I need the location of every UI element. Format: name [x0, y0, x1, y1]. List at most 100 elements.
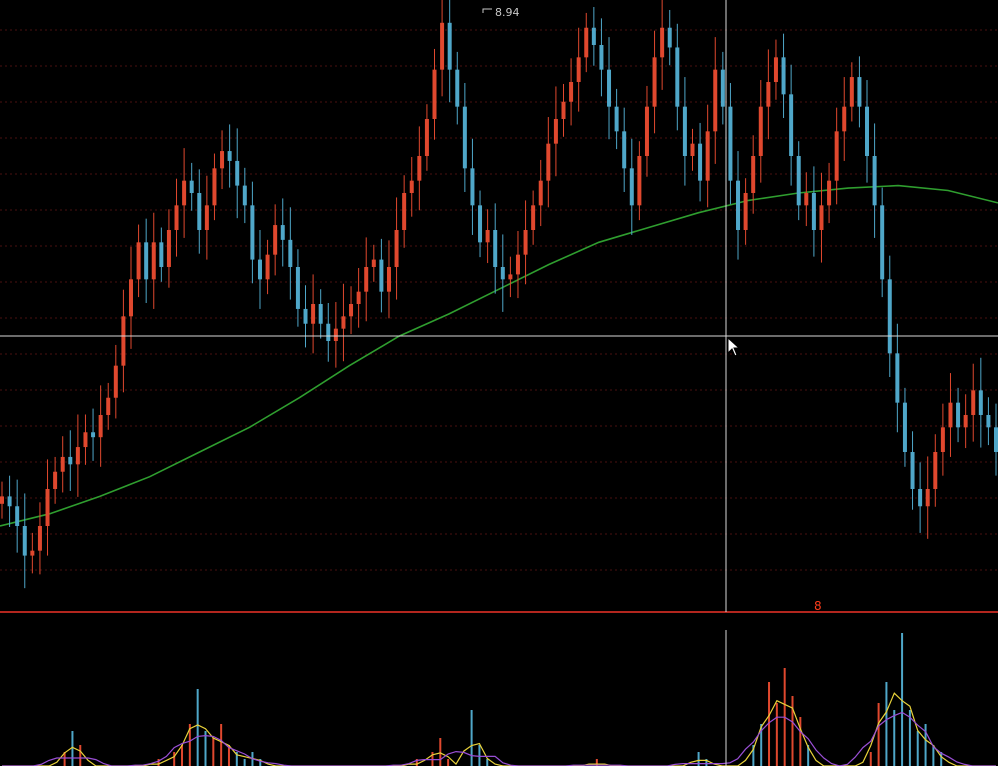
candle-up	[356, 291, 361, 304]
horizontal-gridlines	[0, 29, 998, 571]
volume-series-label: 8	[814, 599, 822, 613]
candle-up	[98, 415, 103, 438]
candle-up	[341, 316, 346, 329]
candle-up	[849, 77, 854, 107]
moving-average-line	[0, 184, 998, 527]
candle-down	[789, 94, 794, 156]
candle-up	[220, 151, 225, 169]
candle-up	[819, 205, 824, 230]
candle-down	[462, 106, 467, 169]
candle-up	[940, 427, 945, 452]
candle-down	[994, 427, 998, 452]
candle-up	[690, 143, 695, 156]
candle-down	[736, 180, 741, 230]
candle-up	[508, 274, 513, 280]
high-marker-tick	[482, 8, 492, 13]
candle-up	[83, 432, 88, 448]
candle-down	[22, 526, 27, 556]
candle-down	[796, 156, 801, 206]
candle-down	[447, 22, 452, 70]
candle-down	[918, 489, 923, 507]
candle-up	[364, 267, 369, 292]
candle-down	[318, 304, 323, 324]
candle-up	[37, 526, 42, 551]
candle-down	[895, 353, 900, 403]
candle-down	[15, 506, 20, 526]
candle-up	[637, 156, 642, 206]
candle-down	[857, 77, 862, 107]
candle-up	[409, 180, 414, 193]
candle-down	[288, 239, 293, 267]
candle-down	[159, 242, 164, 267]
candle-down	[675, 47, 680, 107]
candle-down	[478, 205, 483, 243]
candle-down	[7, 496, 12, 507]
candle-up	[53, 471, 58, 489]
candle-up	[113, 365, 118, 398]
candle-down	[614, 106, 619, 132]
candle-up	[417, 156, 422, 181]
price-candles	[0, 0, 998, 589]
candle-up	[553, 119, 558, 144]
candle-up	[561, 101, 566, 119]
candle-up	[971, 390, 976, 415]
candle-down	[956, 402, 961, 428]
high-price-marker: 8.94	[482, 6, 520, 19]
candle-up	[349, 304, 354, 317]
high-price-label: 8.94	[495, 6, 520, 19]
candle-up	[311, 304, 316, 324]
candle-down	[235, 160, 240, 186]
candle-up	[569, 82, 574, 102]
candle-up	[182, 180, 187, 206]
candle-up	[713, 69, 718, 132]
candle-down	[902, 402, 907, 452]
candle-up	[743, 193, 748, 230]
candle-down	[242, 185, 247, 206]
volume-ma-slow	[2, 711, 996, 766]
candle-up	[128, 279, 133, 317]
candle-up	[515, 254, 520, 275]
candle-up	[705, 131, 710, 181]
candle-up	[432, 69, 437, 119]
candle-up	[121, 316, 126, 366]
candle-up	[424, 119, 429, 156]
candle-down	[887, 279, 892, 354]
candle-down	[470, 168, 475, 206]
candle-up	[60, 456, 65, 472]
candle-down	[280, 225, 285, 240]
candle-down	[865, 106, 870, 156]
candle-down	[227, 151, 232, 161]
candle-down	[326, 323, 331, 341]
candle-up	[546, 143, 551, 181]
candle-up	[834, 131, 839, 181]
candle-down	[591, 27, 596, 45]
candle-down	[144, 242, 149, 280]
candle-down	[493, 230, 498, 267]
candle-up	[333, 328, 338, 341]
candle-up	[842, 106, 847, 132]
candle-up	[933, 452, 938, 489]
candle-up	[151, 242, 156, 280]
candle-down	[197, 193, 202, 230]
candle-up	[652, 57, 657, 107]
candle-down	[189, 180, 194, 193]
candle-up	[644, 106, 649, 156]
candle-up	[265, 254, 270, 280]
candle-up	[45, 489, 50, 526]
candle-down	[872, 156, 877, 206]
candle-up	[804, 193, 809, 206]
candle-up	[751, 156, 756, 193]
candle-down	[781, 57, 786, 95]
candle-down	[978, 390, 983, 415]
candle-down	[500, 267, 505, 280]
candle-up	[948, 402, 953, 428]
candle-up	[827, 180, 832, 206]
candle-down	[910, 452, 915, 489]
candle-down	[728, 106, 733, 181]
candle-up	[174, 205, 179, 230]
candle-down	[250, 205, 255, 260]
candle-down	[682, 106, 687, 156]
candle-down	[257, 259, 262, 280]
candle-up	[394, 230, 399, 267]
